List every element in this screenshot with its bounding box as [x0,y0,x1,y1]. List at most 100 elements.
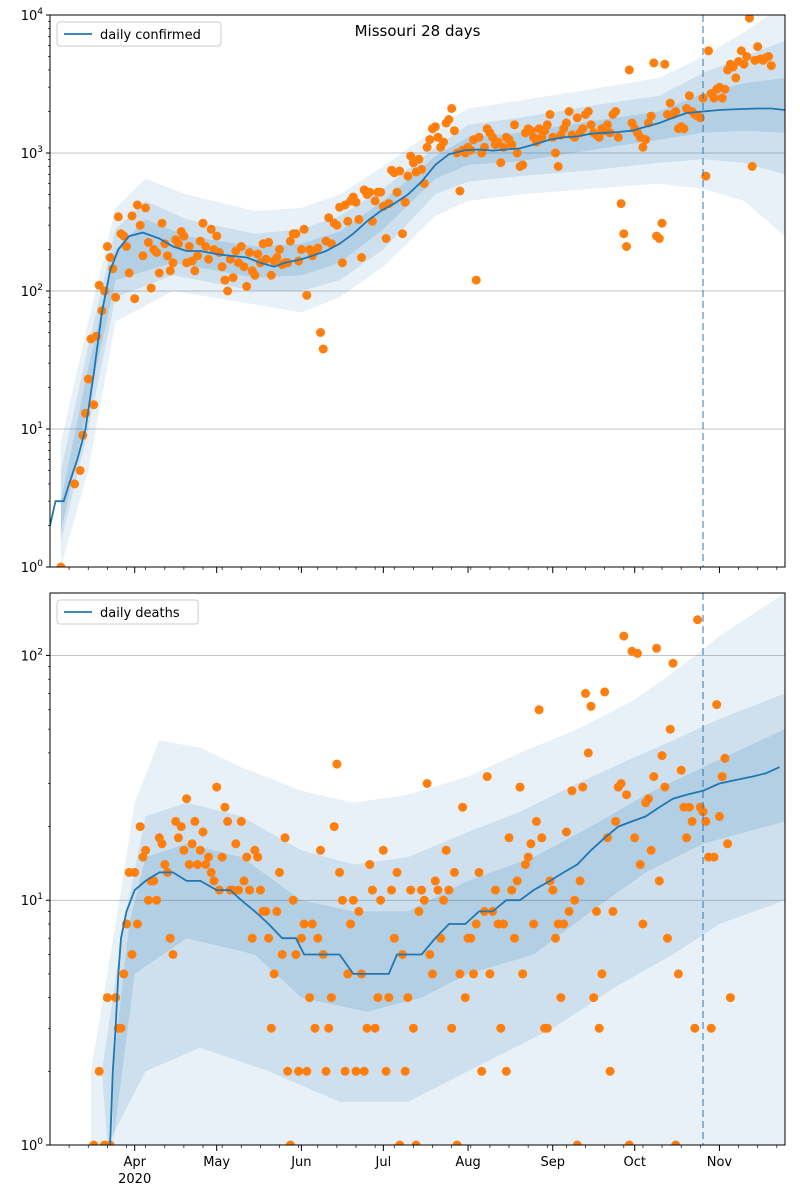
plot-frame [49,592,786,1146]
data-point [717,93,727,103]
data-point [444,115,454,124]
data-point [616,199,626,209]
data-point [370,1023,380,1033]
data-point [660,59,670,69]
data-point [146,283,156,293]
data-point [190,266,200,276]
data-point [684,91,694,101]
data-point [581,688,590,698]
band-outer [60,15,785,567]
data-point [337,895,347,905]
data-point [605,1066,615,1076]
data-point [602,120,612,130]
data-point [212,231,222,241]
data-point [698,807,708,817]
data-point [299,919,309,929]
legend-box [56,21,222,47]
data-point [704,46,713,56]
data-point [384,993,394,1003]
legend: daily confirmed [56,21,222,47]
data-point [690,1023,700,1033]
data-point [370,196,380,206]
data-point [578,124,588,134]
data-point [564,906,574,916]
data-point [217,852,227,862]
data-point [542,120,552,130]
data-point [285,236,295,246]
x-tick-label: Jul [375,1155,392,1170]
data-point [572,1140,582,1145]
data-point [663,933,672,943]
x-tick-label: Oct [623,1155,645,1170]
confirmed-panel: 100 101 102 103 104 Missouri 28 days daily con… [21,7,786,576]
data-point [520,860,530,869]
data-point [389,933,399,943]
data-point [668,658,678,668]
data-point [504,833,514,843]
x-tick-label: Jun [290,1155,311,1170]
data-point [537,833,547,843]
data-point [307,919,317,929]
data-point [496,158,506,168]
data-point [419,895,429,905]
data-point [264,237,274,247]
data-point [378,845,388,855]
data-point [482,772,492,782]
y-tick-label: 103 [21,145,43,162]
data-point [455,186,465,196]
data-point [665,98,675,108]
data-point [316,328,325,337]
data-point [206,224,216,234]
data-point [253,249,263,259]
data-point [113,212,123,222]
data-point [709,93,719,103]
data-point [239,876,249,886]
data-point [551,933,560,943]
data-point [193,251,202,261]
data-point [548,885,558,895]
data-point [556,993,566,1003]
x-year-label: 2020 [118,1172,151,1187]
data-point [83,374,93,384]
data-point [247,933,257,943]
data-point [638,142,648,152]
data-point [392,187,402,197]
data-point [141,845,151,855]
data-point [201,860,211,869]
data-point [499,919,509,929]
data-point [351,197,361,207]
data-point [602,833,612,843]
data-point [597,969,607,979]
data-point [589,993,599,1003]
data-point [534,705,544,715]
data-point [600,687,610,697]
data-point [512,148,522,158]
data-point [403,993,413,1003]
data-point [299,224,309,234]
data-point [414,154,424,164]
data-point [242,281,252,291]
data-point [725,993,735,1003]
data-point [94,280,104,290]
data-point [455,969,465,979]
deaths-panel: 100 101 102 Apr May Jun Jul Aug Sep Oct Nov 2020 dai… [21,592,786,1187]
data-point [275,867,284,877]
data-point [449,126,459,136]
data-point [367,885,377,895]
data-point [551,148,560,158]
data-point [127,950,137,959]
data-point [365,860,375,869]
data-point [575,876,585,886]
data-point [220,802,230,812]
data-point [154,268,164,278]
data-point [649,772,659,782]
data-point [474,867,484,877]
data-point [275,245,284,254]
data-point [422,142,432,152]
data-point [94,1066,104,1076]
data-point [739,59,749,69]
data-point [75,466,85,475]
data-point [160,860,170,869]
data-point [340,1066,350,1076]
data-point [343,216,353,226]
